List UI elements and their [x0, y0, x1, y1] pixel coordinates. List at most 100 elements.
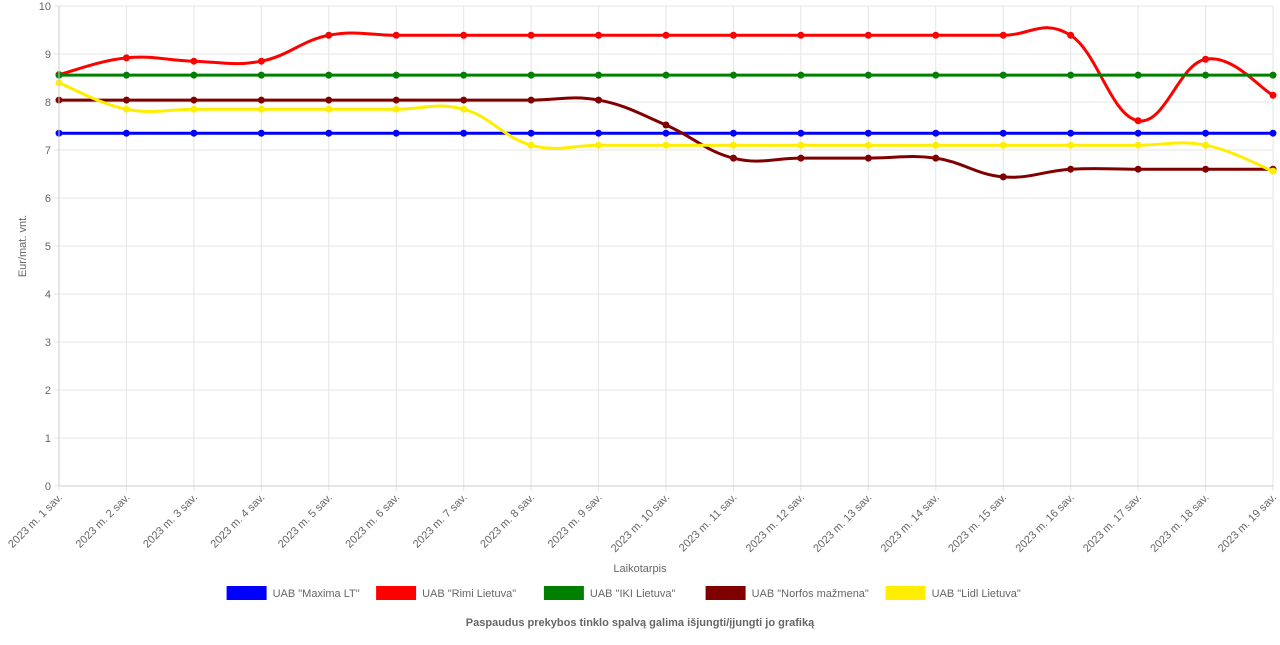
point	[1202, 141, 1210, 149]
point	[122, 96, 130, 104]
y-tick-label: 1	[45, 433, 51, 445]
point	[999, 173, 1007, 181]
point	[257, 71, 265, 79]
point	[729, 31, 737, 39]
point	[460, 31, 468, 39]
point	[190, 129, 198, 137]
legend-swatch	[705, 586, 746, 600]
legend-swatch	[885, 586, 926, 600]
point	[122, 105, 130, 113]
point	[460, 129, 468, 137]
legend-label: UAB "Rimi Lietuva"	[422, 588, 516, 600]
point	[527, 31, 535, 39]
point	[1269, 91, 1277, 99]
legend-label: UAB "Maxima LT"	[273, 588, 360, 600]
point	[257, 129, 265, 137]
point	[797, 129, 805, 137]
point	[662, 31, 670, 39]
point	[864, 141, 872, 149]
point	[392, 31, 400, 39]
point	[122, 71, 130, 79]
point	[729, 129, 737, 137]
point	[392, 105, 400, 113]
legend-swatch	[543, 586, 584, 600]
point	[797, 154, 805, 162]
point	[122, 129, 130, 137]
point	[527, 71, 535, 79]
point	[1269, 167, 1277, 175]
x-tick-label: 2023 m. 7 sav.	[411, 492, 470, 551]
point	[1134, 141, 1142, 149]
legend-item[interactable]: UAB "IKI Lietuva"	[543, 586, 676, 600]
point	[999, 31, 1007, 39]
legend-item[interactable]: UAB "Rimi Lietuva"	[376, 586, 516, 600]
point	[1067, 129, 1075, 137]
y-tick-label: 8	[45, 97, 51, 109]
point	[460, 71, 468, 79]
series	[55, 71, 1277, 79]
point	[1067, 71, 1075, 79]
y-tick-label: 4	[45, 289, 51, 301]
x-axis-title: Laikotarpis	[613, 563, 667, 575]
legend-item[interactable]: UAB "Maxima LT"	[226, 586, 360, 600]
legend-swatch	[226, 586, 267, 600]
point	[662, 71, 670, 79]
point	[190, 57, 198, 65]
point	[460, 105, 468, 113]
point	[1134, 117, 1142, 125]
point	[257, 57, 265, 65]
point	[595, 129, 603, 137]
legend-item[interactable]: UAB "Lidl Lietuva"	[885, 586, 1021, 600]
x-tick-label: 2023 m. 12 sav.	[744, 492, 807, 555]
point	[932, 71, 940, 79]
point	[864, 31, 872, 39]
point	[190, 96, 198, 104]
point	[797, 71, 805, 79]
point	[662, 141, 670, 149]
series	[55, 79, 1277, 175]
point	[595, 141, 603, 149]
x-tick-label: 2023 m. 10 sav.	[609, 492, 672, 555]
point	[392, 129, 400, 137]
legend-item[interactable]: UAB "Norfos mažmena"	[705, 586, 869, 600]
point	[864, 154, 872, 162]
series	[55, 96, 1277, 181]
x-tick-label: 2023 m. 8 sav.	[478, 492, 537, 551]
point	[122, 54, 130, 62]
point	[595, 71, 603, 79]
point	[190, 71, 198, 79]
point	[1202, 55, 1210, 63]
point	[325, 31, 333, 39]
point	[1202, 165, 1210, 173]
y-tick-label: 2	[45, 385, 51, 397]
x-tick-label: 2023 m. 2 sav.	[74, 492, 133, 551]
series	[55, 129, 1277, 137]
legend-label: UAB "Lidl Lietuva"	[932, 588, 1021, 600]
x-tick-label: 2023 m. 13 sav.	[811, 492, 874, 555]
point	[1269, 129, 1277, 137]
y-tick-label: 3	[45, 337, 51, 349]
point	[1067, 31, 1075, 39]
x-tick-label: 2023 m. 16 sav.	[1014, 492, 1077, 555]
x-tick-label: 2023 m. 15 sav.	[946, 492, 1009, 555]
point	[999, 71, 1007, 79]
x-tick-label: 2023 m. 9 sav.	[546, 492, 605, 551]
x-tick-label: 2023 m. 11 sav.	[677, 492, 740, 555]
point	[662, 121, 670, 129]
point	[932, 154, 940, 162]
point	[1067, 165, 1075, 173]
point	[325, 96, 333, 104]
x-tick-label: 2023 m. 17 sav.	[1081, 492, 1144, 555]
point	[932, 129, 940, 137]
x-tick-label: 2023 m. 6 sav.	[343, 492, 402, 551]
point	[1067, 141, 1075, 149]
y-tick-label: 9	[45, 49, 51, 61]
point	[392, 71, 400, 79]
point	[1134, 129, 1142, 137]
y-tick-label: 6	[45, 193, 51, 205]
point	[864, 129, 872, 137]
y-axis-title: Eur/mat. vnt.	[17, 215, 29, 277]
point	[729, 154, 737, 162]
point	[999, 129, 1007, 137]
legend-swatch	[376, 586, 417, 600]
